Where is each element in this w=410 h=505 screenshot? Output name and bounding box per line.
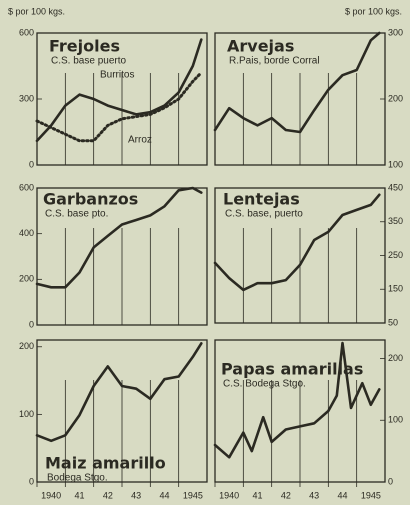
data-line: [213, 193, 381, 292]
y-axis-label: $ por 100 kgs.: [8, 6, 65, 16]
panel-title: Frejoles: [49, 37, 120, 56]
y-tick-label: 100: [19, 409, 34, 419]
y-tick-label: 100: [388, 159, 403, 169]
y-tick-label: 200: [388, 353, 403, 363]
x-tick-label: 42: [281, 490, 291, 500]
panel-subtitle: C.S. base, puerto: [225, 209, 303, 220]
x-tick-label: 41: [252, 490, 262, 500]
panel-subtitle: Bodega Stgo.: [47, 473, 108, 484]
data-line: [213, 31, 381, 134]
x-tick-label: 1940: [219, 490, 239, 500]
y-tick-label: 0: [29, 476, 34, 486]
panel-subtitle: C.S. base pto.: [45, 209, 108, 220]
x-tick-label: 1945: [183, 490, 203, 500]
data-line: [35, 186, 203, 289]
y-tick-label: 0: [388, 476, 393, 486]
panel-title: Garbanzos: [43, 190, 138, 209]
y-tick-label: 600: [19, 182, 34, 192]
panel-subtitle: C.S. Bodega Stgo.: [223, 379, 306, 390]
x-tick-label: 1945: [361, 490, 381, 500]
y-tick-label: 250: [388, 250, 403, 260]
panel-subtitle: C.S. base puerto: [51, 56, 126, 67]
y-tick-label: 300: [388, 27, 403, 37]
x-tick-label: 44: [337, 490, 347, 500]
data-line: [35, 342, 203, 443]
panel-title: Maiz amarillo: [45, 454, 166, 473]
y-tick-label: 200: [388, 93, 403, 103]
panel-title: Arvejas: [227, 37, 294, 56]
x-tick-label: 42: [103, 490, 113, 500]
series-label: Arroz: [128, 135, 152, 146]
y-tick-label: 0: [29, 319, 34, 329]
x-tick-label: 41: [74, 490, 84, 500]
y-tick-label: 0: [29, 159, 34, 169]
y-tick-label: 200: [19, 341, 34, 351]
data-line: [35, 38, 203, 143]
y-tick-label: 600: [19, 27, 34, 37]
y-tick-label: 100: [388, 415, 403, 425]
y-tick-label: 200: [19, 274, 34, 284]
y-tick-label: 450: [388, 182, 403, 192]
x-tick-label: 1940: [41, 490, 61, 500]
data-line: [35, 71, 203, 143]
x-tick-label: 43: [131, 490, 141, 500]
panel-title: Papas amarillas: [221, 360, 363, 379]
panel-title: Lentejas: [223, 190, 300, 209]
data-line: [213, 341, 381, 459]
panel-subtitle: R.Pais, borde Corral: [229, 56, 320, 67]
x-tick-label: 44: [159, 490, 169, 500]
y-tick-label: 300: [19, 93, 34, 103]
y-tick-label: 150: [388, 284, 403, 294]
y-axis-label: $ por 100 kgs.: [345, 6, 402, 16]
x-tick-label: 43: [309, 490, 319, 500]
y-tick-label: 50: [388, 317, 398, 327]
y-tick-label: 400: [19, 228, 34, 238]
series-label: Burritos: [100, 70, 134, 81]
y-tick-label: 350: [388, 216, 403, 226]
